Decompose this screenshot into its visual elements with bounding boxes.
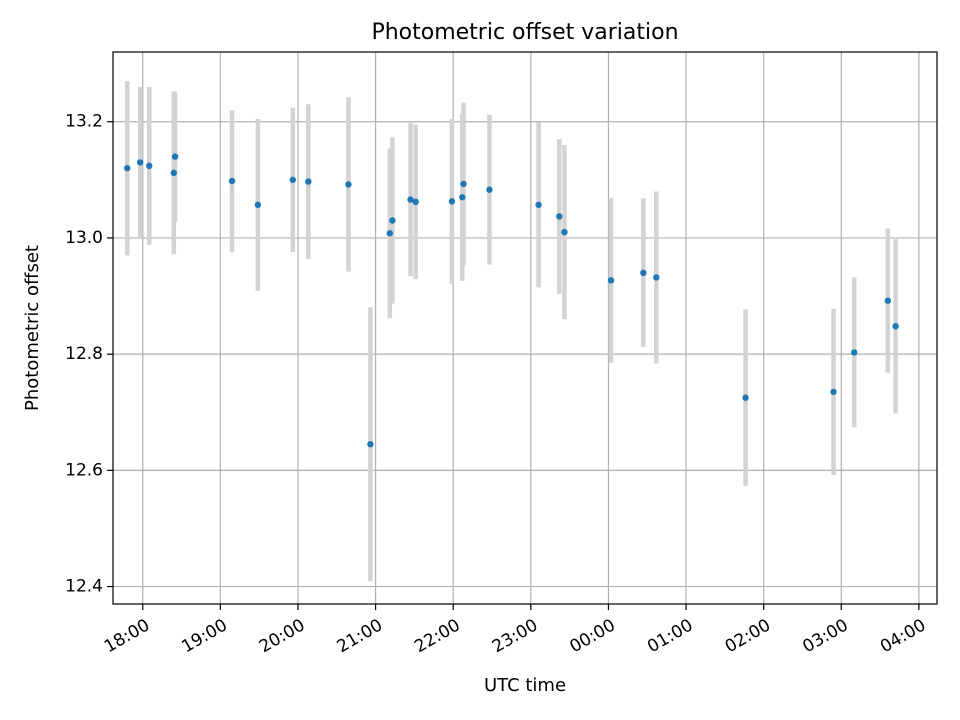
data-point [136, 159, 144, 166]
data-point [607, 277, 615, 284]
data-points [124, 153, 899, 448]
data-point [535, 201, 542, 209]
data-point [254, 201, 262, 209]
data-point [653, 274, 660, 281]
data-point [851, 349, 858, 356]
data-point [561, 228, 568, 236]
y-tick-label: 12.4 [65, 577, 103, 597]
data-point [228, 177, 236, 185]
y-tick-label: 12.6 [65, 460, 103, 480]
data-point [289, 176, 297, 184]
data-point [486, 186, 493, 193]
y-tick-label: 12.8 [65, 344, 103, 364]
y-axis-ticks: 12.4 12.6 12.8 13.0 13.2 [65, 112, 113, 597]
data-point [367, 441, 374, 448]
grid [113, 52, 937, 604]
data-point [892, 323, 899, 330]
data-point [459, 194, 466, 201]
y-tick-label: 13.0 [65, 228, 103, 248]
data-point [640, 269, 647, 276]
data-point [742, 394, 749, 401]
data-point [171, 153, 179, 160]
data-point [412, 198, 419, 206]
data-point [830, 388, 837, 396]
data-point [884, 297, 892, 304]
data-point [389, 217, 396, 224]
data-point [146, 162, 153, 170]
y-tick-label: 13.2 [65, 112, 103, 132]
chart-title: Photometric offset variation [371, 20, 678, 45]
y-axis-label: Photometric offset [22, 245, 43, 411]
plot-frame [112, 51, 938, 605]
data-point [386, 230, 394, 237]
data-point [345, 181, 352, 188]
data-point [305, 178, 312, 185]
data-point [556, 213, 563, 220]
data-point [407, 196, 414, 203]
data-point [124, 165, 131, 172]
data-point [170, 169, 177, 177]
data-point [460, 180, 467, 188]
data-point [448, 198, 456, 205]
x-axis-label: UTC time [484, 675, 566, 696]
